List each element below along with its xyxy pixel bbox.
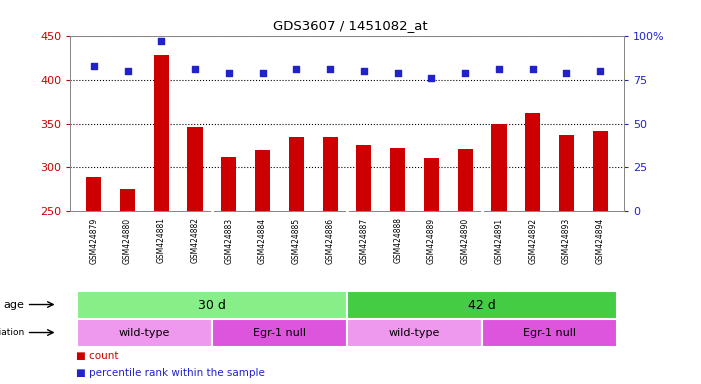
Text: GSM424888: GSM424888 [393, 217, 402, 263]
Text: Egr-1 null: Egr-1 null [523, 328, 576, 338]
Bar [222, 157, 236, 211]
Text: GDS3607 / 1451082_at: GDS3607 / 1451082_at [273, 19, 428, 32]
Bar [255, 150, 270, 211]
Text: GSM424890: GSM424890 [461, 217, 470, 264]
Point [122, 68, 133, 74]
Text: GSM424884: GSM424884 [258, 217, 267, 263]
Point [88, 63, 100, 69]
Point [426, 75, 437, 81]
Point [494, 66, 505, 73]
Bar [356, 146, 372, 211]
Point [223, 70, 234, 76]
Text: wild-type: wild-type [389, 328, 440, 338]
Point [291, 66, 302, 73]
Text: age: age [4, 300, 25, 310]
Text: ■ percentile rank within the sample: ■ percentile rank within the sample [76, 368, 264, 378]
Bar [187, 127, 203, 211]
Text: GSM424889: GSM424889 [427, 217, 436, 263]
Text: 42 d: 42 d [468, 299, 496, 311]
Point [156, 38, 167, 45]
Text: Egr-1 null: Egr-1 null [253, 328, 306, 338]
Text: GSM424883: GSM424883 [224, 217, 233, 263]
Point [189, 66, 200, 73]
Bar [86, 177, 102, 211]
Bar [491, 124, 507, 211]
Bar [482, 319, 617, 347]
Text: GSM424892: GSM424892 [529, 217, 537, 263]
Point [561, 70, 572, 76]
Text: GSM424881: GSM424881 [157, 217, 165, 263]
Text: GSM424879: GSM424879 [89, 217, 98, 264]
Text: GSM424891: GSM424891 [494, 217, 503, 263]
Text: GSM424894: GSM424894 [596, 217, 605, 264]
Text: genotype/variation: genotype/variation [0, 328, 25, 337]
Text: wild-type: wild-type [118, 328, 170, 338]
Bar [458, 149, 472, 211]
Point [594, 68, 606, 74]
Bar [77, 319, 212, 347]
Point [358, 68, 369, 74]
Bar [347, 291, 617, 319]
Bar [77, 291, 347, 319]
Point [527, 66, 538, 73]
Text: GSM424880: GSM424880 [123, 217, 132, 263]
Bar [525, 113, 540, 211]
Point [392, 70, 403, 76]
Text: GSM424893: GSM424893 [562, 217, 571, 264]
Text: GSM424887: GSM424887 [360, 217, 369, 263]
Text: GSM424882: GSM424882 [191, 217, 200, 263]
Point [257, 70, 268, 76]
Text: ■ count: ■ count [76, 351, 118, 361]
Text: GSM424886: GSM424886 [325, 217, 334, 263]
Bar [120, 189, 135, 211]
Text: 30 d: 30 d [198, 299, 226, 311]
Bar [390, 148, 405, 211]
Point [325, 66, 336, 73]
Bar [154, 55, 169, 211]
Point [460, 70, 471, 76]
Bar [592, 131, 608, 211]
Bar [289, 137, 304, 211]
Bar [212, 319, 347, 347]
Bar [424, 158, 439, 211]
Text: GSM424885: GSM424885 [292, 217, 301, 263]
Bar [559, 135, 574, 211]
Bar [347, 319, 482, 347]
Bar [322, 137, 338, 211]
